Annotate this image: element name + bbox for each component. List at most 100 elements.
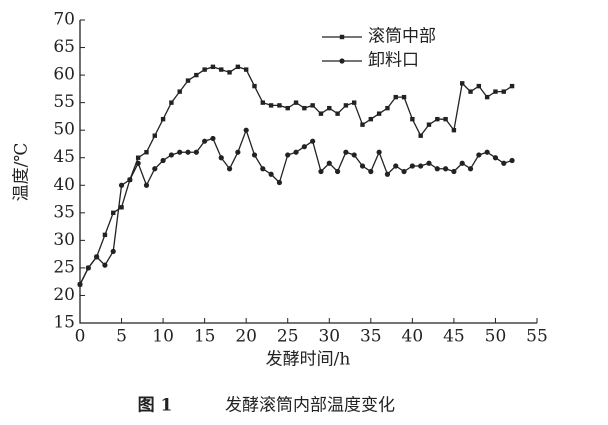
point	[426, 160, 432, 166]
point	[509, 157, 515, 164]
x-tick-label: 40	[402, 327, 424, 347]
point	[135, 160, 141, 166]
y-tick-label: 25	[53, 257, 75, 277]
point	[368, 168, 374, 175]
y-tick-label: 40	[53, 175, 75, 195]
x-tick-label: 55	[526, 327, 548, 347]
point	[219, 67, 224, 72]
point	[160, 116, 166, 122]
point	[335, 111, 340, 116]
point	[459, 160, 465, 166]
point	[492, 155, 499, 161]
x-tick-label: 50	[485, 327, 507, 347]
point	[185, 149, 191, 155]
x-tick-label: 0	[75, 327, 86, 347]
point	[94, 254, 100, 260]
point	[210, 64, 216, 70]
point	[501, 160, 507, 166]
point	[185, 78, 191, 83]
point	[276, 179, 283, 186]
point	[85, 265, 91, 271]
point	[251, 152, 258, 158]
point	[435, 116, 440, 122]
y-axis-label: 温度/℃	[12, 143, 32, 202]
point	[152, 133, 157, 138]
point	[451, 168, 457, 175]
point	[119, 205, 124, 210]
y-tick-label: 20	[53, 285, 75, 305]
axes	[79, 20, 537, 324]
point	[243, 127, 249, 133]
point	[160, 157, 166, 164]
point	[418, 163, 424, 169]
point	[77, 281, 83, 288]
y-tick-label: 65	[53, 37, 75, 57]
point	[484, 94, 490, 100]
point	[194, 72, 199, 78]
legend-marker	[339, 58, 345, 64]
point	[144, 150, 149, 155]
point	[102, 232, 108, 238]
x-tick-label: 5	[116, 327, 127, 347]
point	[493, 89, 498, 94]
x-axis-label: 发酵时间/h	[266, 350, 351, 370]
point	[227, 70, 232, 75]
point	[368, 116, 374, 122]
point	[410, 116, 415, 122]
x-tick-label: 15	[194, 327, 216, 347]
point	[235, 64, 241, 70]
point	[301, 144, 307, 150]
point	[310, 103, 315, 108]
point	[177, 149, 183, 155]
point	[351, 152, 357, 158]
point	[210, 135, 216, 142]
point	[152, 166, 158, 172]
point	[118, 182, 125, 188]
y-tick-label: 30	[53, 230, 75, 250]
x-tick-label: 30	[318, 327, 340, 347]
point	[285, 152, 291, 158]
legend-label: 卸料口	[368, 51, 419, 71]
point	[202, 67, 207, 72]
point	[509, 83, 515, 89]
y-tick-label: 55	[53, 92, 75, 112]
point	[443, 166, 449, 172]
point	[393, 94, 398, 100]
point	[293, 149, 299, 155]
point	[318, 111, 324, 116]
point	[352, 100, 357, 105]
y-tick-label: 45	[53, 147, 75, 167]
point	[409, 163, 415, 169]
point	[401, 94, 407, 100]
point	[143, 182, 150, 188]
point	[468, 89, 473, 94]
point	[467, 166, 474, 172]
series-line	[79, 66, 513, 285]
y-tick-label: 50	[53, 120, 75, 140]
point	[484, 149, 490, 155]
point	[285, 105, 290, 111]
point	[501, 89, 506, 94]
point	[202, 138, 208, 144]
point	[169, 100, 174, 105]
point	[235, 149, 241, 155]
point	[318, 168, 324, 175]
point	[268, 171, 274, 177]
x-tick-label: 35	[360, 327, 382, 347]
x-tick-label: 10	[152, 327, 174, 347]
x-tick-label: 20	[235, 327, 257, 347]
point	[393, 163, 399, 169]
legend-marker	[339, 34, 345, 40]
point	[376, 149, 382, 155]
point	[334, 168, 341, 175]
point	[293, 100, 299, 105]
point	[111, 210, 116, 216]
point	[260, 166, 266, 172]
y-tick-label: 60	[53, 65, 75, 85]
point	[277, 103, 282, 108]
point	[426, 122, 432, 127]
point	[268, 103, 274, 108]
point	[310, 138, 316, 144]
point	[451, 127, 457, 133]
